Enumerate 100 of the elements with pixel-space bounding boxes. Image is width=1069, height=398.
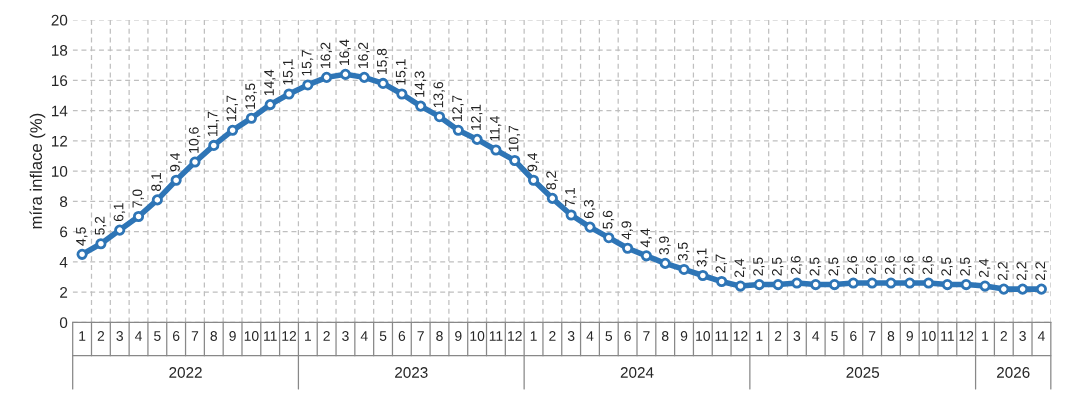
x-tick-label: 1 bbox=[756, 331, 763, 341]
point bbox=[640, 250, 652, 262]
x-tick-label: 9 bbox=[680, 331, 688, 341]
data-label: 3,5 bbox=[677, 242, 690, 261]
point bbox=[283, 88, 295, 100]
point bbox=[734, 280, 747, 292]
point bbox=[603, 232, 615, 244]
point bbox=[866, 277, 878, 289]
y-tick-label: 20 bbox=[51, 14, 68, 26]
x-tick-label: 4 bbox=[134, 331, 142, 341]
data-label: 2,7 bbox=[715, 254, 728, 273]
y-tick-label: 14 bbox=[52, 105, 68, 117]
point bbox=[772, 279, 784, 291]
x-tick-label: 11 bbox=[489, 331, 503, 341]
x-tick-label: 11 bbox=[715, 331, 729, 341]
point bbox=[1017, 283, 1029, 295]
x-tick-label: 9 bbox=[229, 331, 236, 341]
x-tick-label: 4 bbox=[1037, 331, 1045, 341]
data-label: 11,4 bbox=[489, 116, 502, 141]
data-label: 15,8 bbox=[376, 48, 389, 75]
x-tick-label: 10 bbox=[921, 331, 936, 341]
data-label: 11,7 bbox=[207, 111, 220, 137]
data-label: 2,6 bbox=[790, 256, 803, 275]
x-tick-label: 3 bbox=[116, 331, 123, 341]
x-tick-label: 4 bbox=[360, 331, 368, 341]
x-tick-label: 3 bbox=[1019, 331, 1026, 341]
x-tick-label: 12 bbox=[959, 331, 974, 341]
data-label: 16,4 bbox=[339, 39, 351, 65]
x-tick-label: 10 bbox=[696, 331, 711, 341]
data-label: 8,2 bbox=[546, 171, 558, 190]
data-label: 15,7 bbox=[301, 50, 314, 76]
x-tick-label: 1 bbox=[305, 331, 312, 341]
y-axis-title: míra inflace (%) bbox=[29, 113, 46, 229]
x-tick-label: 3 bbox=[567, 331, 575, 341]
data-label: 2,5 bbox=[753, 257, 765, 276]
data-label: 14,3 bbox=[414, 71, 427, 97]
x-tick-label: 8 bbox=[210, 331, 218, 341]
point bbox=[960, 279, 972, 291]
data-label: 8,1 bbox=[151, 172, 163, 191]
x-tick-label: 2 bbox=[97, 331, 105, 341]
text: 2022 bbox=[169, 367, 202, 378]
text: 2023 bbox=[395, 367, 428, 378]
x-tick-label: 6 bbox=[398, 331, 406, 341]
data-label: 6,1 bbox=[113, 203, 126, 222]
point bbox=[885, 277, 897, 289]
point bbox=[302, 79, 314, 91]
y-tick-label: 10 bbox=[52, 166, 68, 177]
x-tick-label: 6 bbox=[172, 331, 180, 341]
point bbox=[546, 192, 558, 204]
data-label: 6,3 bbox=[583, 200, 596, 219]
x-tick-label: 5 bbox=[831, 331, 838, 341]
data-label: 15,1 bbox=[395, 59, 408, 85]
x-tick-label: 12 bbox=[508, 331, 522, 341]
x-tick-label: 9 bbox=[906, 331, 913, 341]
data-label: 2,2 bbox=[1035, 262, 1047, 281]
data-label: 13,6 bbox=[433, 81, 445, 108]
data-label: 7,1 bbox=[565, 188, 577, 206]
y-tick-label: 0 bbox=[59, 317, 68, 329]
point bbox=[321, 71, 333, 83]
text: 2024 bbox=[620, 367, 654, 378]
point bbox=[189, 156, 201, 168]
point bbox=[904, 277, 916, 289]
point bbox=[828, 279, 841, 291]
point bbox=[415, 100, 427, 112]
x-tick-label: 3 bbox=[793, 331, 801, 341]
point bbox=[941, 279, 953, 291]
x-tick-label: 5 bbox=[154, 331, 161, 341]
x-tick-label: 1 bbox=[79, 331, 86, 341]
x-tick-label: 7 bbox=[417, 331, 424, 341]
point bbox=[791, 277, 803, 289]
x-tick-label: 2 bbox=[323, 331, 330, 341]
point bbox=[923, 277, 935, 289]
point bbox=[170, 174, 182, 186]
data-label: 2,5 bbox=[828, 257, 840, 276]
data-label: 2,2 bbox=[997, 262, 1010, 281]
point bbox=[527, 174, 540, 186]
point bbox=[433, 111, 446, 123]
point bbox=[245, 112, 257, 124]
data-label: 9,4 bbox=[170, 152, 182, 172]
x-tick-label: 11 bbox=[941, 331, 954, 341]
x-tick-label: 11 bbox=[264, 331, 277, 341]
x-tick-label: 12 bbox=[733, 331, 748, 341]
point bbox=[810, 279, 822, 291]
x-tick-label: 5 bbox=[605, 331, 613, 341]
x-tick-label: 2 bbox=[1000, 331, 1007, 341]
data-label: 12,7 bbox=[226, 95, 238, 121]
point bbox=[490, 144, 502, 156]
x-tick-label: 9 bbox=[455, 331, 462, 341]
point bbox=[979, 280, 991, 292]
data-label: 7,0 bbox=[132, 189, 144, 208]
y-tick-label: 16 bbox=[52, 75, 68, 87]
point bbox=[659, 257, 671, 269]
data-label: 3,9 bbox=[659, 236, 671, 255]
x-tick-label: 6 bbox=[624, 331, 631, 341]
data-label: 14,4 bbox=[264, 69, 276, 96]
data-label: 4,4 bbox=[640, 228, 652, 248]
point bbox=[132, 210, 145, 223]
data-label: 12,1 bbox=[471, 104, 483, 130]
point bbox=[114, 224, 126, 236]
data-label: 2,5 bbox=[809, 257, 822, 276]
